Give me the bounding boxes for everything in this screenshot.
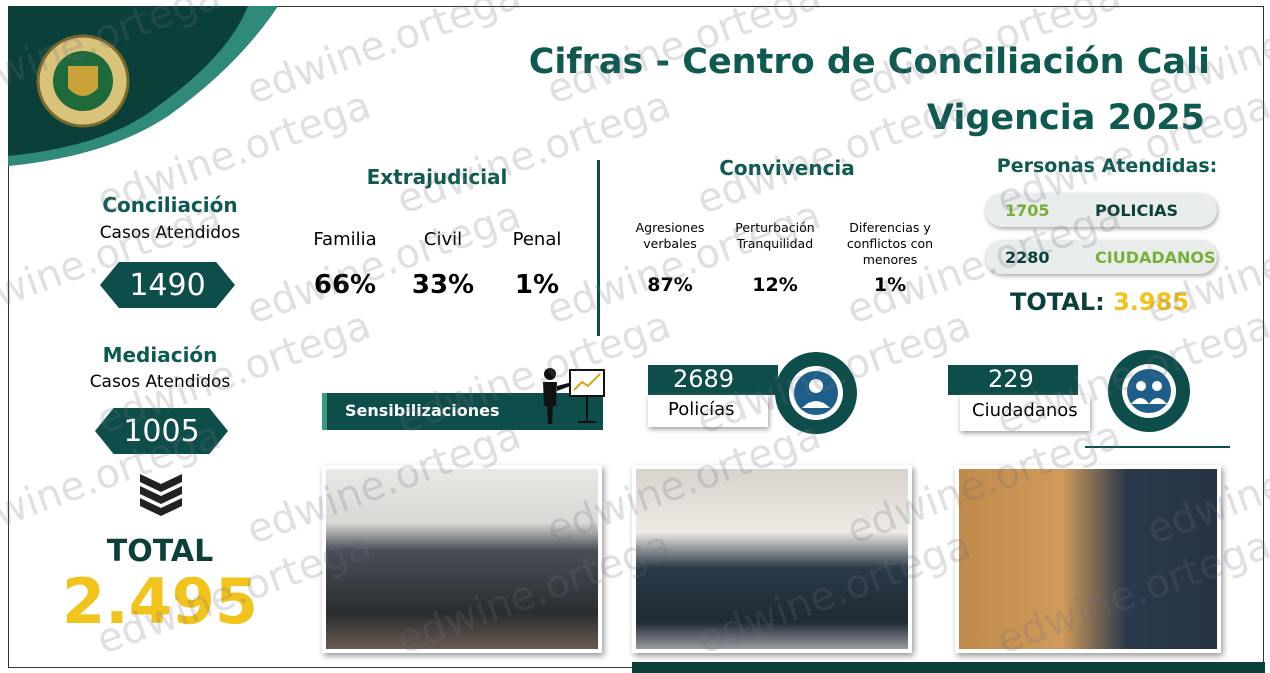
- police-icon: [775, 352, 857, 434]
- item-label: Perturbación Tranquilidad: [735, 220, 815, 251]
- value-badge: 1005: [95, 408, 228, 454]
- item-value: 87%: [647, 274, 693, 296]
- pill-label: POLICIAS: [1095, 201, 1179, 220]
- total: TOTAL: 3.985: [1010, 288, 1189, 316]
- pill-label: CIUDADANOS: [1095, 248, 1216, 267]
- photo: [955, 465, 1221, 653]
- corner-decoration: [8, 6, 278, 166]
- item-value: 12%: [752, 274, 798, 296]
- item-value: 66%: [313, 270, 377, 300]
- item-label: Agresiones verbales: [635, 220, 705, 251]
- value-badge: 1490: [100, 262, 235, 308]
- pill-value: 1705: [1005, 201, 1050, 220]
- count: 229: [948, 365, 1078, 395]
- pill: 2280 CIUDADANOS: [985, 240, 1217, 274]
- item-label: Civil: [423, 229, 463, 250]
- title: Cifras - Centro de Conciliación Cali: [528, 42, 1210, 82]
- pill: 1705 POLICIAS: [985, 193, 1217, 227]
- total-value: 2.495: [61, 565, 259, 638]
- total-label: TOTAL: [106, 534, 214, 569]
- label: Casos Atendidos: [99, 223, 241, 243]
- label: Mediación: [102, 343, 218, 367]
- item-value: 33%: [411, 270, 475, 300]
- section-title: Personas Atendidas:: [996, 155, 1218, 177]
- item-value: 1%: [873, 274, 907, 296]
- section-title: Convivencia: [719, 156, 855, 180]
- item-label: Penal: [512, 229, 562, 250]
- count: 2689: [648, 365, 778, 395]
- chevrons: [140, 474, 182, 516]
- photo: [632, 465, 912, 653]
- divider: [1085, 446, 1230, 448]
- section-title: Extrajudicial: [366, 165, 508, 189]
- item-label: Familia: [313, 229, 377, 250]
- label: Conciliación: [102, 193, 238, 217]
- total-label: TOTAL:: [1010, 288, 1105, 316]
- subtitle: Vigencia 2025: [926, 98, 1205, 138]
- label: Casos Atendidos: [89, 372, 231, 392]
- pill-value: 2280: [1005, 248, 1050, 267]
- footer-bar: [632, 662, 1265, 673]
- item-value: 1%: [514, 270, 560, 300]
- photo: [322, 465, 602, 653]
- total-value: 3.985: [1113, 288, 1190, 316]
- banner-label: Sensibilizaciones: [345, 401, 500, 420]
- citizens-icon: [1108, 350, 1190, 432]
- presenter-icon: [543, 368, 605, 424]
- divider: [597, 160, 600, 336]
- item-label: Diferencias y conflictos con menores: [846, 220, 934, 267]
- count-label: Ciudadanos: [960, 395, 1090, 431]
- count-label: Policías: [648, 395, 768, 427]
